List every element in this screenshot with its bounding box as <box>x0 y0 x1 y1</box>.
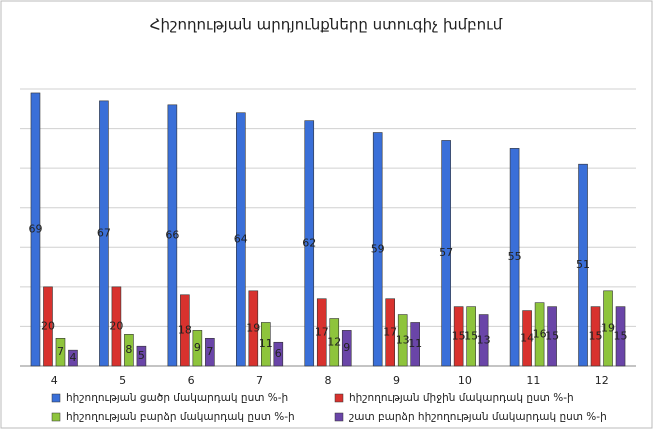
x-tick-label: 7 <box>256 374 263 387</box>
bar <box>590 306 601 367</box>
bar <box>372 132 383 367</box>
bar <box>534 302 545 367</box>
bar <box>205 337 215 367</box>
bar <box>99 100 109 367</box>
x-tick-label: 11 <box>526 374 540 387</box>
legend-swatch <box>334 393 344 403</box>
bar <box>236 112 246 367</box>
bar <box>397 314 408 367</box>
bar <box>615 306 626 367</box>
data-label: 62 <box>302 236 316 249</box>
legend-label: շատ բարձր հիշողության մակարդակ ըստ %-ի <box>349 411 607 423</box>
data-label: 18 <box>178 323 192 336</box>
data-label: 15 <box>464 329 478 342</box>
bar <box>180 294 190 367</box>
bar <box>578 163 588 367</box>
data-label: 5 <box>138 349 145 362</box>
data-label: 4 <box>69 351 76 364</box>
legend-label: հիշողության ցածր մակարդակ ըստ %-ի <box>66 392 288 404</box>
data-label: 17 <box>315 325 329 338</box>
data-label: 6 <box>275 347 282 360</box>
data-label: 15 <box>452 329 466 342</box>
data-label: 13 <box>396 333 410 346</box>
data-label: 7 <box>206 345 213 358</box>
data-label: 15 <box>545 329 559 342</box>
bar <box>453 306 464 367</box>
data-label: 13 <box>477 333 491 346</box>
x-tick-label: 9 <box>393 374 400 387</box>
data-label: 11 <box>408 337 422 350</box>
bar <box>68 349 78 367</box>
bar <box>261 322 271 367</box>
data-label: 57 <box>439 246 453 259</box>
bar <box>43 286 53 367</box>
data-label: 16 <box>533 327 547 340</box>
data-label: 69 <box>28 222 42 235</box>
data-label: 55 <box>508 250 522 263</box>
bar <box>304 120 315 367</box>
data-label: 20 <box>41 319 55 332</box>
data-label: 67 <box>97 226 111 239</box>
bar <box>111 286 122 367</box>
data-label: 19 <box>601 321 615 334</box>
data-label: 14 <box>520 331 534 344</box>
bar <box>410 322 420 367</box>
data-label: 12 <box>327 335 341 348</box>
x-tick-label: 5 <box>119 374 126 387</box>
legend-label: հիշողության բարձր մակարդակ ըստ %-ի <box>66 411 295 423</box>
data-label: 59 <box>371 242 385 255</box>
bar <box>55 337 66 367</box>
x-tick-label: 12 <box>595 374 609 387</box>
legend-label: հիշողության միջին մակարդակ ըստ %-ի <box>349 392 574 404</box>
data-label: 51 <box>576 258 590 271</box>
bar <box>192 330 203 367</box>
data-label: 19 <box>246 321 260 334</box>
data-label: 7 <box>57 345 64 358</box>
bar <box>329 318 340 367</box>
bar <box>124 334 134 367</box>
legend-swatch <box>51 393 61 403</box>
bar <box>248 290 259 367</box>
bar <box>273 341 284 367</box>
bar <box>316 298 327 367</box>
bar <box>441 140 451 367</box>
x-tick-label: 6 <box>188 374 195 387</box>
bar <box>385 298 395 367</box>
bar <box>509 148 520 367</box>
x-tick-label: 8 <box>325 374 332 387</box>
bar <box>30 92 41 367</box>
data-label: 15 <box>589 329 603 342</box>
legend-swatch <box>51 412 61 422</box>
data-label: 20 <box>109 319 123 332</box>
bar <box>522 310 532 367</box>
data-label: 11 <box>259 337 273 350</box>
bar <box>603 290 613 367</box>
chart-title: Հիշողության արդյունքները ստուգիչ խմբում <box>150 16 503 34</box>
x-tick-label: 4 <box>51 374 58 387</box>
data-label: 66 <box>165 228 179 241</box>
bar <box>136 345 147 367</box>
bar <box>341 330 352 367</box>
data-label: 17 <box>383 325 397 338</box>
x-tick-label: 10 <box>458 374 472 387</box>
data-label: 15 <box>614 329 628 342</box>
data-label: 9 <box>343 341 350 354</box>
data-label: 8 <box>125 343 132 356</box>
legend-swatch <box>334 412 344 422</box>
bar <box>167 104 178 367</box>
data-label: 9 <box>194 341 201 354</box>
bar <box>466 306 476 367</box>
bar <box>478 314 489 367</box>
data-label: 64 <box>234 232 248 245</box>
bar <box>547 306 557 367</box>
